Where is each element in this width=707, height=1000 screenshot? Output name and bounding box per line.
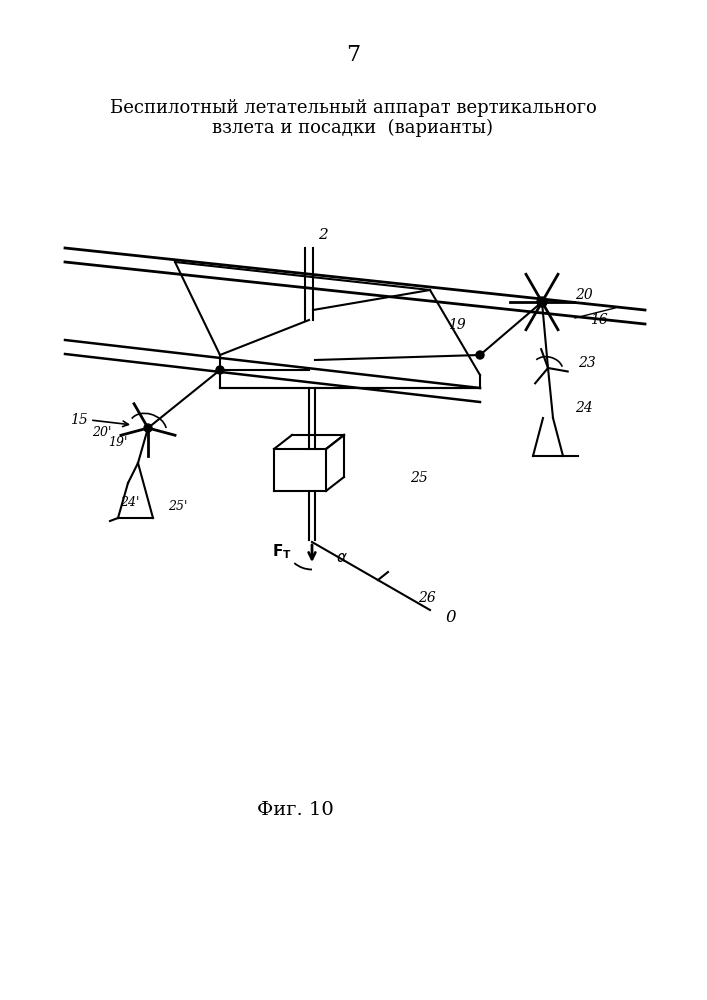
Text: 19': 19' bbox=[108, 436, 128, 450]
Text: 23: 23 bbox=[578, 356, 596, 370]
Text: 20': 20' bbox=[93, 426, 112, 438]
Text: 20: 20 bbox=[575, 288, 592, 302]
Circle shape bbox=[216, 366, 224, 374]
Text: 19: 19 bbox=[448, 318, 466, 332]
Text: взлета и посадки  (варианты): взлета и посадки (варианты) bbox=[213, 119, 493, 137]
Text: 16: 16 bbox=[590, 313, 608, 327]
Text: 0: 0 bbox=[445, 608, 455, 626]
Text: 2: 2 bbox=[318, 228, 328, 242]
Text: $\mathbf{F_T}$: $\mathbf{F_T}$ bbox=[272, 543, 292, 561]
Circle shape bbox=[537, 297, 547, 307]
Circle shape bbox=[144, 424, 152, 432]
Text: 24: 24 bbox=[575, 401, 592, 415]
Text: 25': 25' bbox=[168, 500, 187, 514]
Text: Фиг. 10: Фиг. 10 bbox=[257, 801, 334, 819]
Text: $\alpha$: $\alpha$ bbox=[336, 551, 348, 565]
Text: 26: 26 bbox=[418, 591, 436, 605]
Text: 15: 15 bbox=[70, 413, 88, 427]
Text: 25: 25 bbox=[410, 471, 428, 485]
Text: Беспилотный летательный аппарат вертикального: Беспилотный летательный аппарат вертикал… bbox=[110, 99, 597, 117]
Text: 7: 7 bbox=[346, 44, 360, 66]
Circle shape bbox=[476, 351, 484, 359]
Text: 24': 24' bbox=[120, 495, 140, 508]
